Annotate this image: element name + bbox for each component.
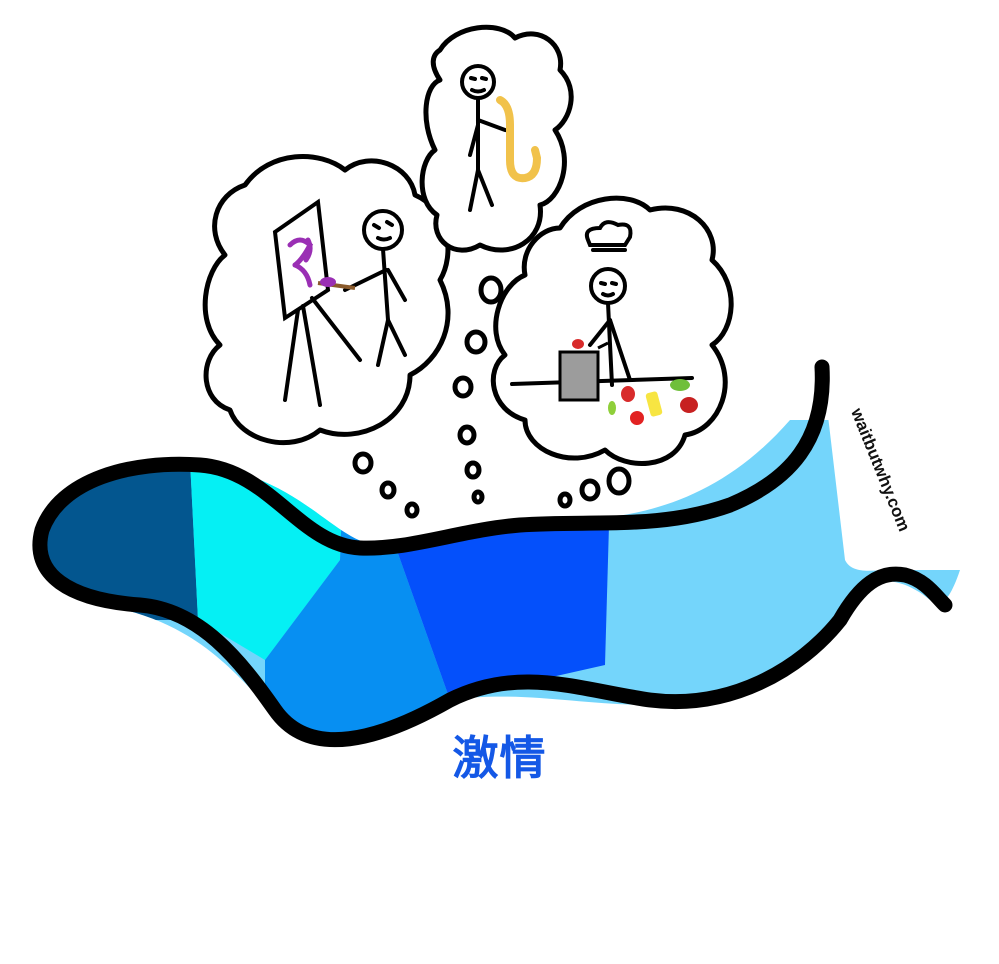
- painter-thought-cloud: [202, 154, 451, 446]
- river-segment-1: [39, 420, 198, 620]
- thought-bubble-icon: [419, 24, 574, 253]
- thought-bubble-icon: [202, 154, 451, 446]
- chef-figure-icon: [510, 220, 694, 387]
- saxophone: [496, 96, 542, 183]
- caption-title: 激情: [452, 731, 547, 785]
- river-banks: [32, 359, 953, 748]
- thought-trail-bubbles: [352, 275, 632, 519]
- vegetables: [572, 339, 698, 425]
- saxophone-player-icon: [460, 64, 507, 212]
- saxophone-thought-cloud: [419, 24, 574, 253]
- cooking-pot: [558, 350, 600, 402]
- paint-strokes: [287, 237, 314, 288]
- river-segment-3: [265, 420, 450, 741]
- chef-thought-cloud: [490, 195, 734, 466]
